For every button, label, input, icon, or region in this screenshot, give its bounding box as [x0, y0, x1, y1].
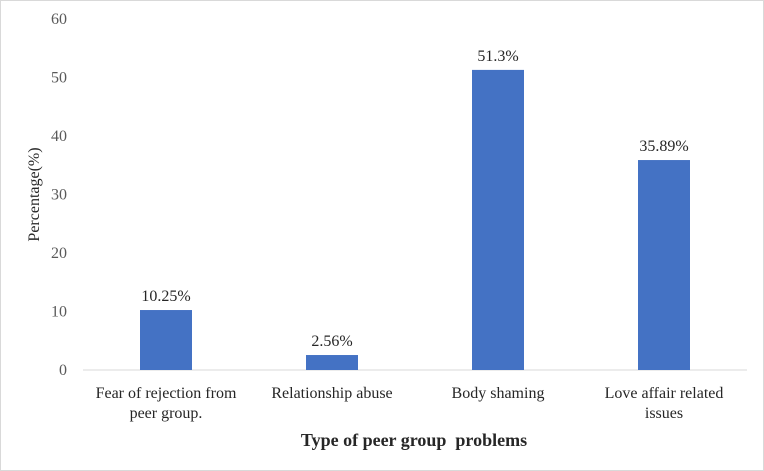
- data-labels: 10.25% 2.56% 51.3% 35.89%: [141, 48, 688, 350]
- category-label: peer group.: [130, 405, 203, 422]
- data-label: 2.56%: [311, 333, 352, 350]
- bar: [472, 69, 524, 371]
- bars: [140, 69, 690, 371]
- category-label: issues: [645, 405, 683, 422]
- y-tick-label: 50: [51, 70, 67, 87]
- bar: [140, 310, 192, 370]
- y-axis-title: Percentage(%): [26, 147, 43, 241]
- category-label: Love affair related: [605, 385, 724, 402]
- y-axis-ticks: 0 10 20 30 40 50 60: [51, 11, 67, 379]
- y-tick-label: 20: [51, 245, 67, 262]
- data-label: 10.25%: [141, 288, 190, 305]
- y-tick-label: 10: [51, 304, 67, 321]
- y-tick-label: 30: [51, 187, 67, 204]
- category-label: Fear of rejection from: [96, 385, 237, 402]
- category-label: Relationship abuse: [271, 385, 392, 402]
- category-label: Body shaming: [452, 385, 545, 402]
- y-tick-label: 0: [59, 362, 67, 379]
- data-label: 35.89%: [639, 138, 688, 155]
- y-tick-label: 60: [51, 11, 67, 28]
- data-label: 51.3%: [477, 48, 518, 65]
- x-axis-title: Type of peer group problems: [301, 430, 527, 450]
- category-labels: Fear of rejection from peer group. Relatio…: [96, 385, 724, 422]
- y-tick-label: 40: [51, 128, 67, 145]
- bar: [306, 355, 358, 370]
- bar: [638, 160, 690, 370]
